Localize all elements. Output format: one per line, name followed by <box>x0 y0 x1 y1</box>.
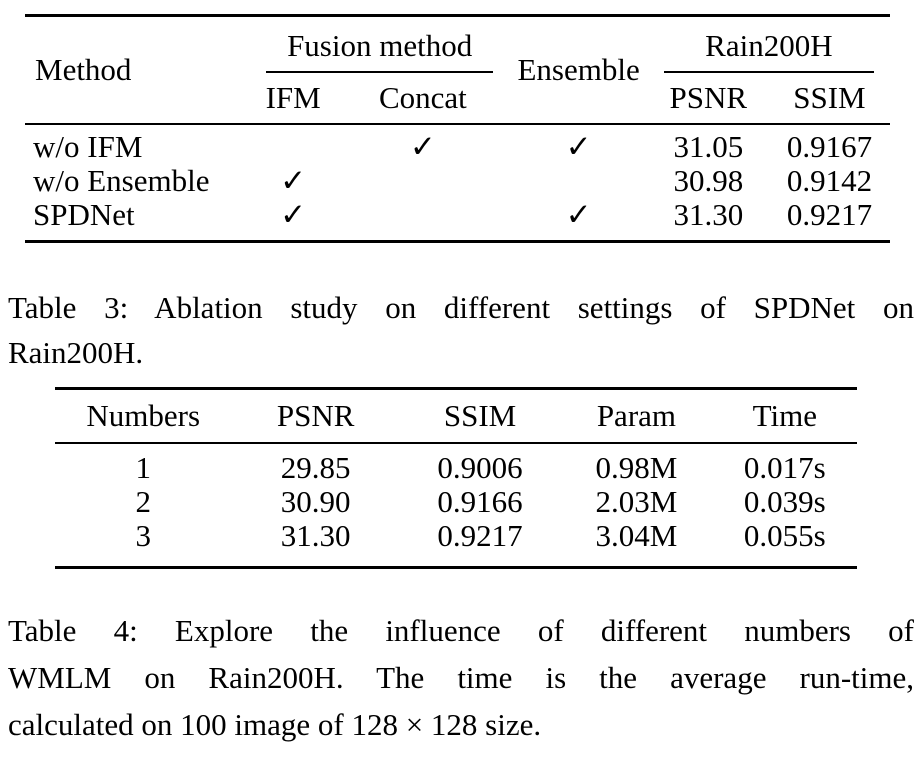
psnr-value-cell: 31.30 <box>280 518 351 553</box>
ensemble-checkmark-cell: ✓ <box>565 197 592 232</box>
caption-line: Rain200H. <box>8 335 144 370</box>
time-value-cell: 0.039s <box>743 484 826 519</box>
column-group-rule <box>265 71 494 73</box>
column-header-ensemble: Ensemble <box>517 52 640 87</box>
ssim-value-cell: 0.9166 <box>437 484 523 519</box>
numbers-cell: 3 <box>135 518 151 553</box>
time-value-cell: 0.017s <box>743 450 826 485</box>
psnr-value-cell: 31.05 <box>647 123 769 164</box>
psnr-value-cell: 30.90 <box>280 484 351 519</box>
wmlm-table-header: Numbers PSNR SSIM Param Time <box>55 388 857 444</box>
ifm-checkmark-cell: ✓ <box>280 163 307 198</box>
ssim-value-cell: 0.9217 <box>786 197 873 232</box>
column-header-concat: Concat <box>378 80 467 115</box>
ifm-checkmark-cell <box>249 123 337 164</box>
paper-page: Method Fusion method Ensemble Rain200H I… <box>0 14 922 762</box>
method-cell: SPDNet <box>33 197 135 232</box>
time-value-cell: 0.055s <box>743 518 826 553</box>
psnr-value-cell: 29.85 <box>280 450 351 485</box>
wmlm-numbers-table: Numbers PSNR SSIM Param Time 1 29.85 0.9… <box>55 387 857 569</box>
ensemble-checkmark-cell: ✓ <box>509 123 648 164</box>
table-row-wo-ensemble: w/o Ensemble ✓ 30.98 0.9142 <box>25 164 890 198</box>
wmlm-table-body: 1 29.85 0.9006 0.98M 0.017s 2 30.90 0.91… <box>55 443 857 568</box>
column-header-numbers: Numbers <box>55 388 232 444</box>
ensemble-checkmark-cell <box>509 164 647 198</box>
psnr-value-cell: 31.30 <box>673 197 744 232</box>
table-row-spdnet: SPDNet ✓ ✓ 31.30 0.9217 <box>25 198 890 242</box>
ssim-value-cell: 0.9217 <box>437 518 523 553</box>
column-header-ssim: SSIM <box>399 388 561 444</box>
ifm-checkmark-cell: ✓ <box>280 197 307 232</box>
ablation-table-body: w/o IFM ✓ ✓ 31.05 0.9167 w/o Ensemble ✓ … <box>25 123 890 242</box>
column-group-fusion-method: Fusion method <box>250 16 510 73</box>
column-header-ssim: SSIM <box>793 80 866 115</box>
caption-line: WMLM on Rain200H. The time is the averag… <box>8 660 914 695</box>
concat-checkmark-cell <box>336 164 509 198</box>
table3-caption: Table 3: Ablation study on different set… <box>8 285 914 375</box>
table-row: 2 30.90 0.9166 2.03M 0.039s <box>55 485 857 519</box>
ablation-table-header: Method Fusion method Ensemble Rain200H I… <box>25 16 890 125</box>
column-header-param: Param <box>560 388 713 444</box>
psnr-value-cell: 30.98 <box>673 163 744 198</box>
ssim-value-cell: 0.9142 <box>786 163 873 198</box>
column-group-rain200h-label: Rain200H <box>705 28 833 63</box>
table-row-wo-ifm: w/o IFM ✓ ✓ 31.05 0.9167 <box>25 123 890 164</box>
param-value-cell: 3.04M <box>595 518 678 553</box>
column-group-rain200h: Rain200H <box>648 16 890 73</box>
caption-line: Table 4: Explore the influence of differ… <box>8 613 914 648</box>
caption-line: calculated on 100 image of 128 × 128 siz… <box>8 707 542 742</box>
caption-line: Table 3: Ablation study on different set… <box>8 290 914 325</box>
concat-checkmark-cell: ✓ <box>336 123 510 164</box>
concat-checkmark-cell <box>336 198 509 242</box>
param-value-cell: 2.03M <box>595 484 678 519</box>
param-value-cell: 0.98M <box>595 450 678 485</box>
column-group-rule <box>663 71 874 73</box>
ssim-value-cell: 0.9167 <box>768 123 890 164</box>
column-header-method: Method <box>35 52 132 87</box>
method-cell: w/o IFM <box>25 123 250 164</box>
column-header-time: Time <box>712 388 857 444</box>
numbers-cell: 1 <box>135 450 151 485</box>
ablation-table: Method Fusion method Ensemble Rain200H I… <box>25 14 890 243</box>
numbers-cell: 2 <box>135 484 151 519</box>
column-header-psnr: PSNR <box>231 388 400 444</box>
table-row: 1 29.85 0.9006 0.98M 0.017s <box>55 443 857 485</box>
column-group-fusion-method-label: Fusion method <box>287 28 473 63</box>
table-row: 3 31.30 0.9217 3.04M 0.055s <box>55 519 857 568</box>
method-cell: w/o Ensemble <box>33 163 210 198</box>
column-header-psnr: PSNR <box>669 80 748 115</box>
ssim-value-cell: 0.9006 <box>437 450 523 485</box>
column-header-ifm: IFM <box>265 80 321 115</box>
table4-caption: Table 4: Explore the influence of differ… <box>8 607 914 748</box>
